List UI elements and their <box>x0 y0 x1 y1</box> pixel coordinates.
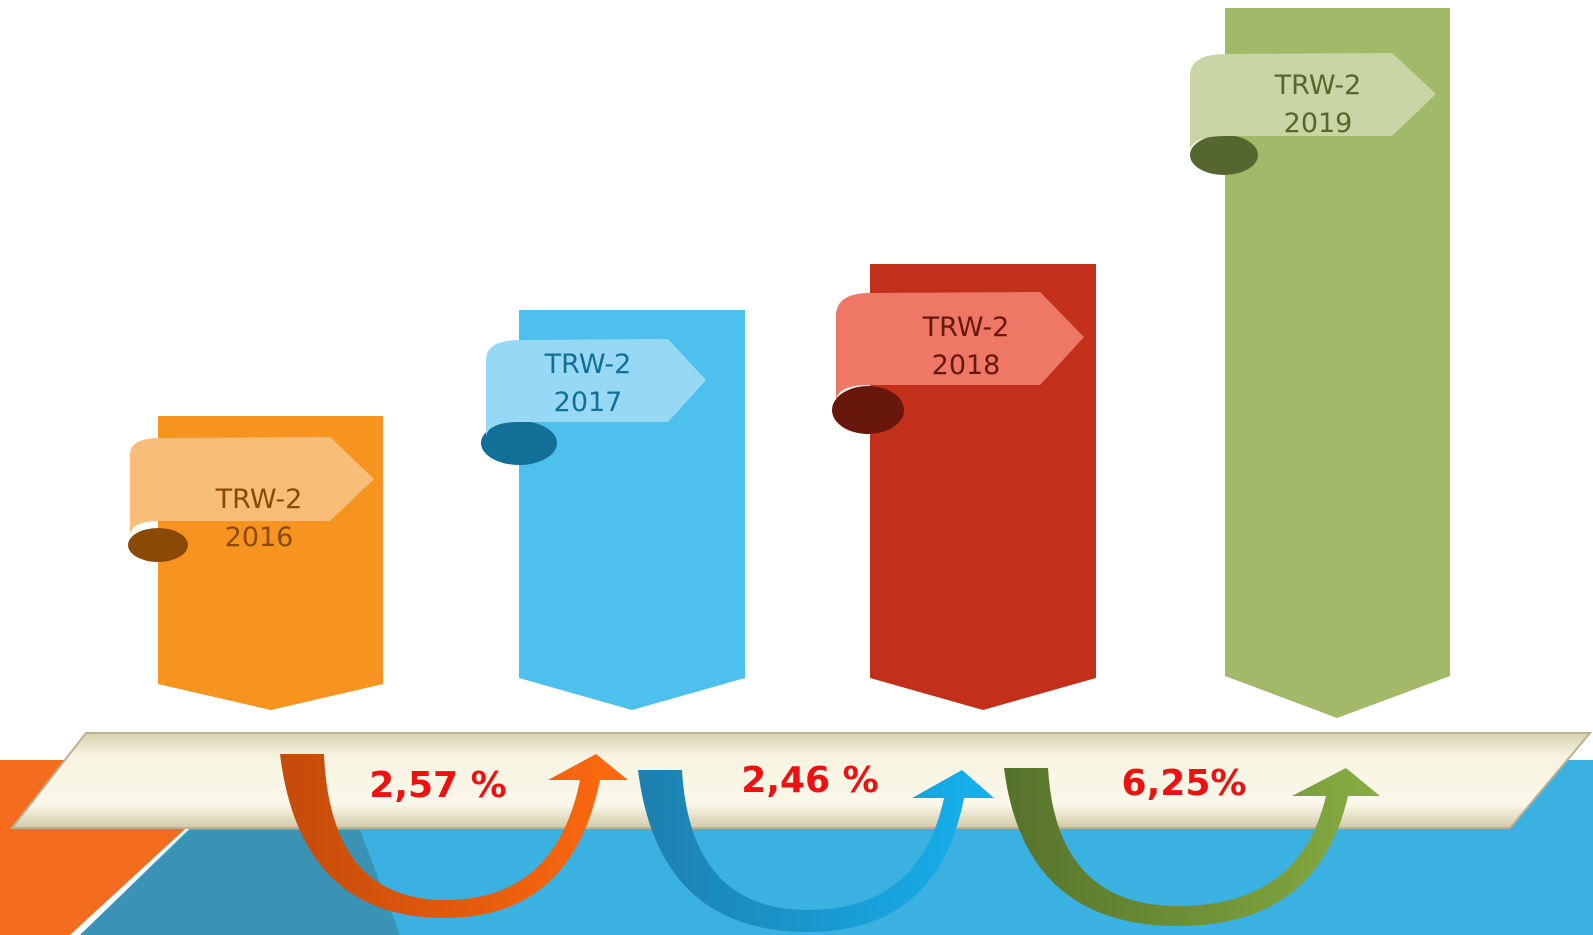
growth-label-2017-2018: 2,46 % <box>741 760 878 801</box>
ribbon-2017-fold <box>481 421 557 465</box>
ribbon-2019-line1: TRW-2 <box>1274 70 1362 101</box>
ribbon-2018-banner <box>836 292 1084 402</box>
growth-arrow-2 <box>638 770 994 932</box>
ribbon-2018: TRW-2 2018 <box>832 292 1084 434</box>
growth-labels: 2,57 % 2,46 % 6,25% <box>369 760 1246 806</box>
ribbon-2016: TRW-2 2016 <box>128 437 374 562</box>
ribbon-2019-fold <box>1190 135 1258 175</box>
ribbon-2017-line1: TRW-2 <box>544 349 632 380</box>
ribbon-2019-line2: 2019 <box>1284 108 1353 139</box>
ribbon-2019: TRW-2 2019 <box>1190 53 1436 175</box>
ribbon-2018-line2: 2018 <box>932 350 1001 381</box>
ribbon-2016-banner <box>130 437 374 536</box>
growth-arrow-2-shape <box>638 770 994 932</box>
growth-label-2016-2017: 2,57 % <box>369 765 506 806</box>
bar-2019-column <box>1225 8 1450 718</box>
ribbon-2017: TRW-2 2017 <box>481 339 706 465</box>
bar-2019 <box>1225 8 1450 718</box>
growth-arrow-3 <box>1004 768 1380 926</box>
ribbon-2018-line1: TRW-2 <box>922 312 1010 343</box>
band-shape <box>9 732 1593 829</box>
ribbon-2017-line2: 2017 <box>554 387 623 418</box>
ribbon-2016-fold <box>128 528 188 562</box>
growth-label-2018-2019: 6,25% <box>1122 763 1247 804</box>
growth-band <box>9 732 1593 829</box>
growth-arrows <box>280 754 1380 932</box>
growth-arrow-3-shape <box>1004 768 1380 926</box>
ribbon-2018-fold <box>832 386 904 434</box>
ribbon-2016-line2: 2016 <box>225 522 294 553</box>
growth-arrow-1 <box>280 754 628 918</box>
growth-arrow-1-shape <box>280 754 628 918</box>
ribbon-2016-line1: TRW-2 <box>215 484 303 515</box>
ribbon-2019-banner <box>1190 53 1436 152</box>
ribbon-2017-banner <box>486 339 706 438</box>
